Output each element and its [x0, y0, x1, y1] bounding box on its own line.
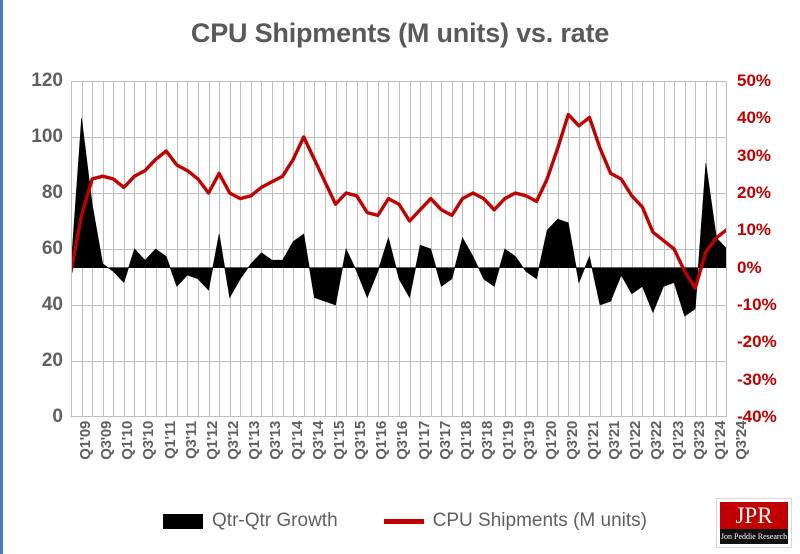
x-axis-tick-label: Q3'19 — [521, 421, 539, 460]
x-axis-tick-label: Q3'14 — [309, 421, 327, 460]
jpr-logo-text: JPR — [735, 503, 773, 528]
x-axis-tick-label: Q1'22 — [627, 421, 645, 460]
x-axis-tick-label: Q1'24 — [711, 421, 729, 460]
y-axis-left-tick: 60 — [41, 238, 63, 259]
y-axis-right-tick: -30% — [737, 369, 777, 389]
legend-item-growth: Qtr-Qtr Growth — [163, 510, 338, 532]
legend-label-shipments: CPU Shipments (M units) — [432, 510, 647, 531]
x-axis-tick-label: Q1'16 — [373, 421, 391, 460]
jpr-logo-mark: JPR — [720, 502, 788, 529]
x-axis-tick-label: Q3'24 — [733, 421, 750, 460]
plot-area — [71, 81, 727, 417]
x-axis-tick-label: Q3'12 — [225, 421, 243, 460]
x-axis-tick-label: Q3'18 — [479, 421, 497, 460]
x-axis-tick-label: Q1'18 — [457, 421, 475, 460]
x-axis-tick-label: Q1'10 — [119, 421, 137, 460]
jpr-logo: JPR Jon Peddie Research — [716, 498, 792, 548]
x-axis-tick-label: Q1'23 — [669, 421, 687, 460]
y-axis-right-tick: -10% — [737, 295, 777, 314]
x-axis-tick-label: Q3'20 — [563, 421, 581, 460]
y-axis-right-tick: 20% — [737, 183, 772, 202]
y-axis-right-tick: 10% — [737, 220, 772, 240]
x-axis-tick-label: Q3'15 — [352, 421, 370, 460]
x-axis-tick-label: Q3'22 — [648, 421, 666, 460]
x-axis-tick-label: Q3'11 — [182, 421, 200, 459]
y-axis-right-tick: 30% — [737, 145, 772, 165]
growth-area-series — [71, 118, 727, 317]
jpr-logo-caption-bar: Jon Peddie Research — [720, 529, 788, 544]
x-axis-tick-label: Q1'12 — [203, 421, 221, 460]
chart-legend: Qtr-Qtr Growth CPU Shipments (M units) — [0, 504, 800, 538]
x-axis-tick-label: Q1'11 — [161, 421, 179, 459]
x-axis-tick-label: Q1'14 — [288, 421, 306, 460]
y-axis-right-tick: 50% — [737, 71, 772, 90]
y-axis-left-tick: 80 — [41, 182, 63, 203]
legend-swatch-red-line-icon — [383, 518, 424, 524]
x-axis-tick-label: Q3'16 — [394, 421, 412, 460]
y-axis-left-tick: 120 — [31, 70, 63, 91]
x-axis-tick-label: Q1'21 — [584, 421, 602, 460]
plot-border — [71, 81, 727, 417]
shipments-line-path — [71, 112, 727, 290]
x-axis-tick-label: Q1'20 — [542, 421, 560, 460]
y-axis-left-tick: 0 — [52, 406, 63, 427]
jpr-logo-caption: Jon Peddie Research — [720, 531, 788, 541]
x-axis-tick-label: Q3'13 — [267, 421, 285, 460]
legend-item-shipments: CPU Shipments (M units) — [383, 510, 647, 532]
page-title: CPU Shipments (M units) vs. rate — [190, 18, 610, 48]
x-axis-tick-label: Q1'15 — [330, 421, 348, 460]
legend-label-growth: Qtr-Qtr Growth — [212, 510, 338, 531]
x-axis-tick-label: Q3'10 — [140, 421, 158, 460]
y-axis-right-tick: 40% — [737, 108, 772, 128]
left-accent-bar — [0, 0, 3, 554]
x-axis-tick-label: Q1'17 — [415, 421, 433, 460]
x-axis-tick-label: Q3'21 — [606, 421, 624, 460]
x-axis-tick-label: Q1'19 — [500, 421, 518, 460]
shipments-line-series — [71, 112, 727, 290]
x-axis-tick-label: Q1'09 — [77, 421, 94, 460]
x-axis-tick-label: Q1'13 — [246, 421, 264, 460]
y-axis-right-tick: -40% — [737, 407, 777, 426]
y-axis-left-tick: 20 — [41, 350, 63, 371]
x-axis-tick-label: Q3'23 — [690, 421, 708, 460]
y-axis-right-tick: 0% — [737, 257, 762, 277]
legend-swatch-black-icon — [163, 513, 204, 529]
chart-svg — [71, 81, 727, 417]
y-axis-right-tick: -20% — [737, 332, 777, 352]
x-axis-tick-label: Q3'09 — [98, 421, 116, 460]
x-axis-labels: Q1'09 Q3'09 Q1'10 Q3'10 Q1'11 Q3'11 Q1'12 Q3'12… — [71, 421, 750, 493]
y-axis-left-tick: 40 — [41, 294, 63, 315]
x-axis-tick-label: Q3'17 — [436, 421, 454, 460]
y-axis-left-tick: 100 — [31, 126, 63, 147]
growth-area-path — [71, 118, 727, 317]
